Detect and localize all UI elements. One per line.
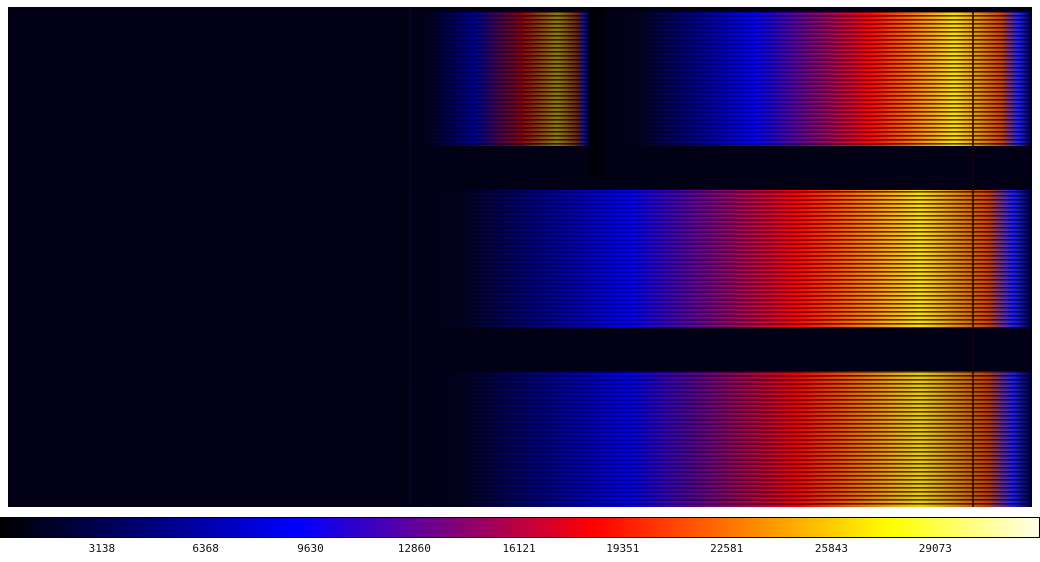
panel-seam	[410, 7, 411, 507]
band-bottom	[413, 371, 1031, 507]
image-viewer-canvas[interactable]	[8, 7, 1032, 507]
colorbar-tick: 29073	[918, 542, 952, 555]
colorbar-tick: 19351	[606, 542, 640, 555]
vertical-gap	[589, 7, 606, 177]
colorbar-gradient	[0, 517, 1040, 538]
colorbar-tick: 25843	[814, 542, 849, 555]
colorbar-tick: 16121	[502, 542, 536, 555]
band-top	[413, 12, 1031, 146]
colorbar-tick: 9630	[297, 542, 324, 555]
band-middle	[413, 190, 1031, 328]
colorbar-tick: 22581	[710, 542, 744, 555]
colorbar-ticks: 3138 6368 9630 12860 16121 19351 22581 2…	[0, 542, 1040, 562]
detector-column	[972, 7, 974, 507]
colorbar-tick: 6368	[192, 542, 219, 555]
spectral-image	[8, 7, 1032, 507]
colorbar-tick: 3138	[88, 542, 116, 555]
colorbar-tick: 12860	[397, 542, 431, 555]
colorbar	[0, 517, 1040, 538]
